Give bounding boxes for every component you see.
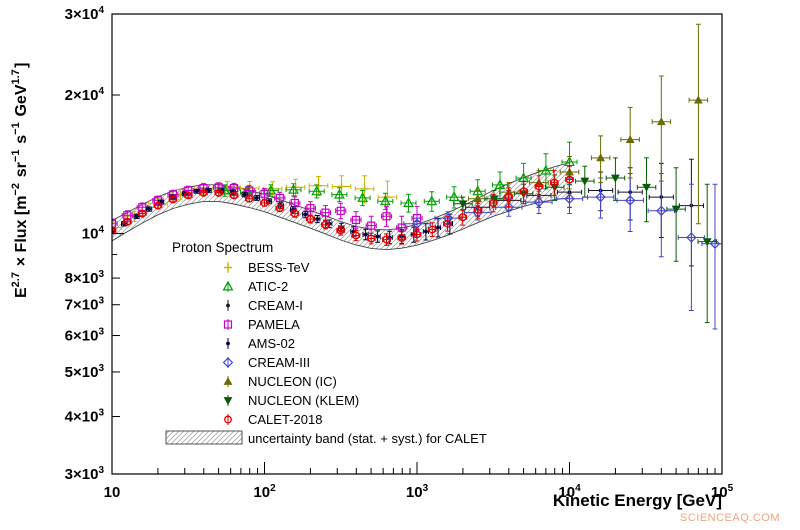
svg-text:104: 104	[558, 483, 581, 501]
legend: Proton Spectrum BESS-TeV ATIC-2 CREAM-I PAME…	[165, 240, 487, 446]
legend-title: Proton Spectrum	[172, 240, 273, 255]
series-nucleon-klem-	[453, 157, 717, 324]
legend-item-cream-i: CREAM-I	[226, 298, 303, 313]
legend-item-pamela: PAMELA	[223, 317, 300, 332]
svg-text:CALET-2018: CALET-2018	[248, 412, 322, 427]
svg-text:2×104: 2×104	[65, 86, 105, 104]
svg-text:ATIC-2: ATIC-2	[248, 279, 288, 294]
legend-item-cream-iii: CREAM-III	[222, 355, 310, 370]
svg-text:7×103: 7×103	[65, 296, 105, 314]
legend-item-uncertainty-band: uncertainty band (stat. + syst.) for CAL…	[165, 430, 487, 446]
svg-text:NUCLEON (IC): NUCLEON (IC)	[248, 374, 337, 389]
x-axis-title: Kinetic Energy [GeV]	[553, 491, 722, 510]
legend-item-calet-2018: CALET-2018	[224, 412, 322, 427]
svg-text:3×104: 3×104	[65, 5, 105, 23]
svg-text:uncertainty band (stat. + syst: uncertainty band (stat. + syst.) for CAL…	[248, 431, 487, 446]
svg-text:CREAM-I: CREAM-I	[248, 298, 303, 313]
svg-text:6×103: 6×103	[65, 327, 105, 345]
series-calet-2018	[111, 165, 574, 246]
legend-item-atic-2: ATIC-2	[222, 279, 288, 294]
svg-text:4×103: 4×103	[65, 408, 105, 426]
svg-text:CREAM-III: CREAM-III	[248, 355, 310, 370]
legend-item-ams-02: AMS-02	[226, 336, 295, 351]
svg-text:BESS-TeV: BESS-TeV	[248, 260, 310, 275]
svg-text:10: 10	[104, 484, 121, 501]
svg-text:8×103: 8×103	[65, 269, 105, 287]
svg-text:3×103: 3×103	[65, 465, 105, 483]
legend-item-nucleon-ic-: NUCLEON (IC)	[223, 374, 337, 389]
y-axis-title: E2.7 × Flux [m−2 sr−1 s−1 GeV1.7 ]	[10, 63, 30, 298]
svg-text:PAMELA: PAMELA	[248, 317, 300, 332]
series-atic-2	[216, 141, 578, 213]
axis-labels: 10 102 103 104 105 3×104 2×104 104 8×103 7×103 6×1…	[10, 5, 734, 510]
svg-text:104: 104	[82, 224, 105, 242]
legend-item-bess-tev: BESS-TeV	[224, 260, 310, 275]
svg-text:AMS-02: AMS-02	[248, 336, 295, 351]
axes	[111, 13, 723, 475]
svg-text:NUCLEON (KLEM): NUCLEON (KLEM)	[248, 393, 359, 408]
svg-text:105: 105	[711, 483, 734, 501]
svg-text:103: 103	[406, 483, 429, 501]
svg-text:5×103: 5×103	[65, 363, 105, 381]
legend-item-nucleon-klem-: NUCLEON (KLEM)	[223, 393, 359, 408]
svg-text:102: 102	[253, 483, 276, 501]
watermark: SCIENCEAQ.COM	[679, 512, 780, 524]
